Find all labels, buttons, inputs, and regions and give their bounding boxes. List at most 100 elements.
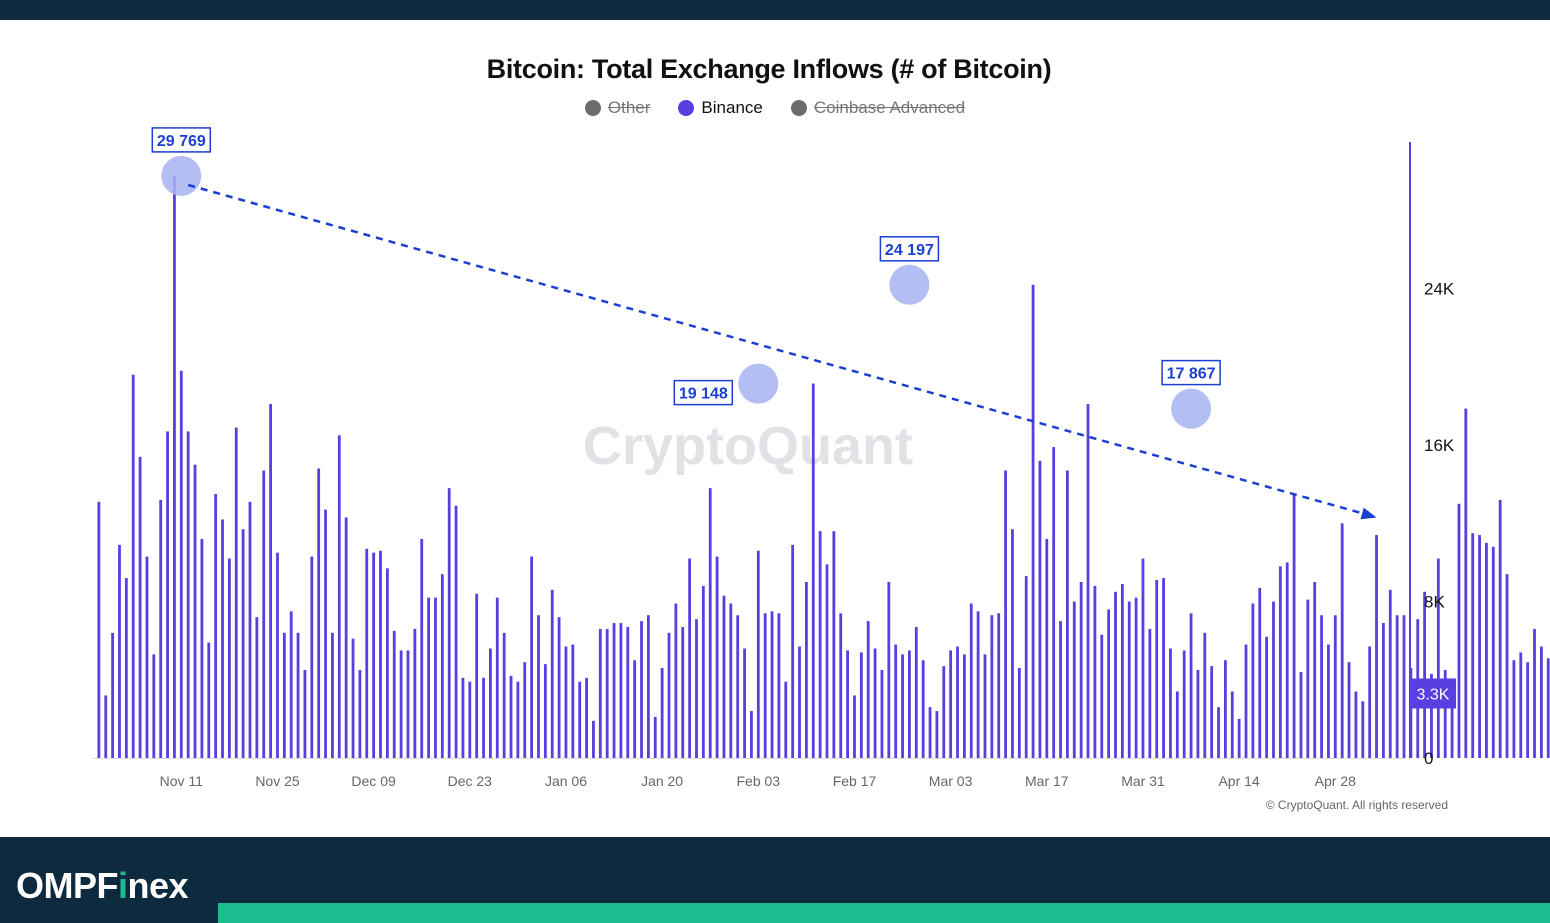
bar	[1237, 718, 1241, 758]
bar	[440, 574, 444, 758]
bar	[873, 648, 877, 758]
legend-label-binance: Binance	[701, 98, 763, 117]
bar	[516, 681, 520, 758]
bar	[619, 623, 623, 758]
bar	[537, 615, 540, 758]
bar	[227, 558, 231, 758]
x-tick-label: Mar 31	[1121, 773, 1165, 789]
bar	[832, 531, 836, 758]
bar	[1299, 671, 1303, 758]
bar	[1162, 578, 1165, 758]
bar	[880, 670, 884, 758]
bar	[207, 642, 211, 758]
bar	[392, 630, 396, 758]
bar	[1265, 636, 1269, 758]
trend-arrow	[187, 183, 1377, 520]
bar	[248, 501, 252, 758]
bar	[1478, 535, 1481, 758]
bar	[489, 648, 492, 758]
bar	[530, 556, 534, 758]
bar	[1217, 707, 1220, 758]
peak-label: 29 769	[157, 133, 206, 150]
bar	[914, 626, 918, 758]
bar	[1443, 670, 1447, 758]
bar	[949, 650, 953, 758]
bar	[379, 550, 382, 758]
bar	[818, 531, 822, 758]
bar	[1107, 609, 1111, 758]
legend-item-coinbase-advanced[interactable]: Coinbase Advanced	[790, 98, 966, 118]
bar	[1450, 685, 1454, 758]
bar	[859, 652, 863, 758]
x-tick-label: Nov 25	[255, 773, 300, 789]
bar	[1381, 623, 1385, 758]
bar	[282, 632, 286, 758]
x-tick-label: Apr 28	[1315, 773, 1356, 789]
peak-highlight-circle	[889, 264, 930, 305]
x-tick-label: Mar 17	[1025, 773, 1069, 789]
bar	[269, 404, 272, 758]
bar	[200, 538, 204, 758]
legend-label-coinbase-advanced: Coinbase Advanced	[813, 98, 966, 117]
bar	[956, 646, 959, 758]
x-tick-label: Dec 23	[448, 773, 493, 789]
bar	[296, 632, 300, 758]
bar	[571, 644, 575, 758]
bar	[1539, 646, 1543, 758]
bar	[846, 650, 849, 758]
x-tick-label: Dec 09	[351, 773, 396, 789]
bar	[221, 519, 224, 758]
bar	[626, 626, 630, 758]
bar	[351, 638, 355, 758]
bar	[1430, 673, 1433, 758]
bar	[1512, 660, 1516, 758]
bar	[1072, 601, 1076, 758]
bar	[1251, 603, 1255, 758]
bar	[214, 494, 218, 758]
bar	[598, 628, 602, 758]
bar	[1134, 597, 1138, 758]
bar	[1340, 523, 1344, 758]
bar	[1423, 591, 1427, 758]
y-tick-label: 24K	[1424, 280, 1455, 299]
chart-legend: Other Binance Coinbase Advanced	[0, 98, 1550, 118]
bar	[839, 613, 843, 758]
bar	[118, 544, 121, 758]
bar	[997, 613, 1001, 758]
bar	[633, 660, 637, 758]
bar	[667, 632, 671, 758]
bar	[1498, 499, 1502, 758]
bar	[983, 654, 987, 758]
bar	[1505, 574, 1509, 758]
bar	[708, 488, 712, 758]
bar	[1210, 666, 1214, 758]
bar	[1388, 589, 1392, 758]
brand-logo[interactable]: OMPFinex	[16, 865, 189, 907]
bar	[1182, 650, 1186, 758]
bar	[166, 431, 169, 758]
x-tick-label: Jan 06	[545, 773, 587, 789]
peak-highlight-circle	[161, 155, 202, 196]
peak-label-box	[879, 236, 940, 262]
legend-item-binance[interactable]: Binance	[678, 98, 763, 118]
bar	[159, 499, 163, 758]
watermark: CryptoQuant	[583, 416, 913, 476]
bar	[111, 632, 115, 758]
annotations: 29 769 19 148 24 197 17 867	[151, 127, 1221, 429]
bar	[921, 660, 925, 758]
bar	[976, 611, 980, 758]
peak-label: 19 148	[679, 386, 728, 403]
bar	[1402, 615, 1406, 758]
bar	[647, 615, 650, 758]
bar	[241, 529, 245, 758]
legend-item-other[interactable]: Other	[584, 98, 650, 118]
bar	[1038, 460, 1042, 758]
bar	[97, 501, 101, 758]
axis-ticks: 0 8K 16K 24K Nov 11 Nov 25 Dec 09 Dec 23 Jan 06 J…	[160, 280, 1455, 789]
bar	[1272, 601, 1275, 758]
current-value-badge	[1410, 678, 1456, 709]
bar	[763, 613, 767, 758]
bar	[331, 632, 334, 758]
y-tick-label: 0	[1424, 749, 1433, 768]
bar	[372, 552, 376, 758]
